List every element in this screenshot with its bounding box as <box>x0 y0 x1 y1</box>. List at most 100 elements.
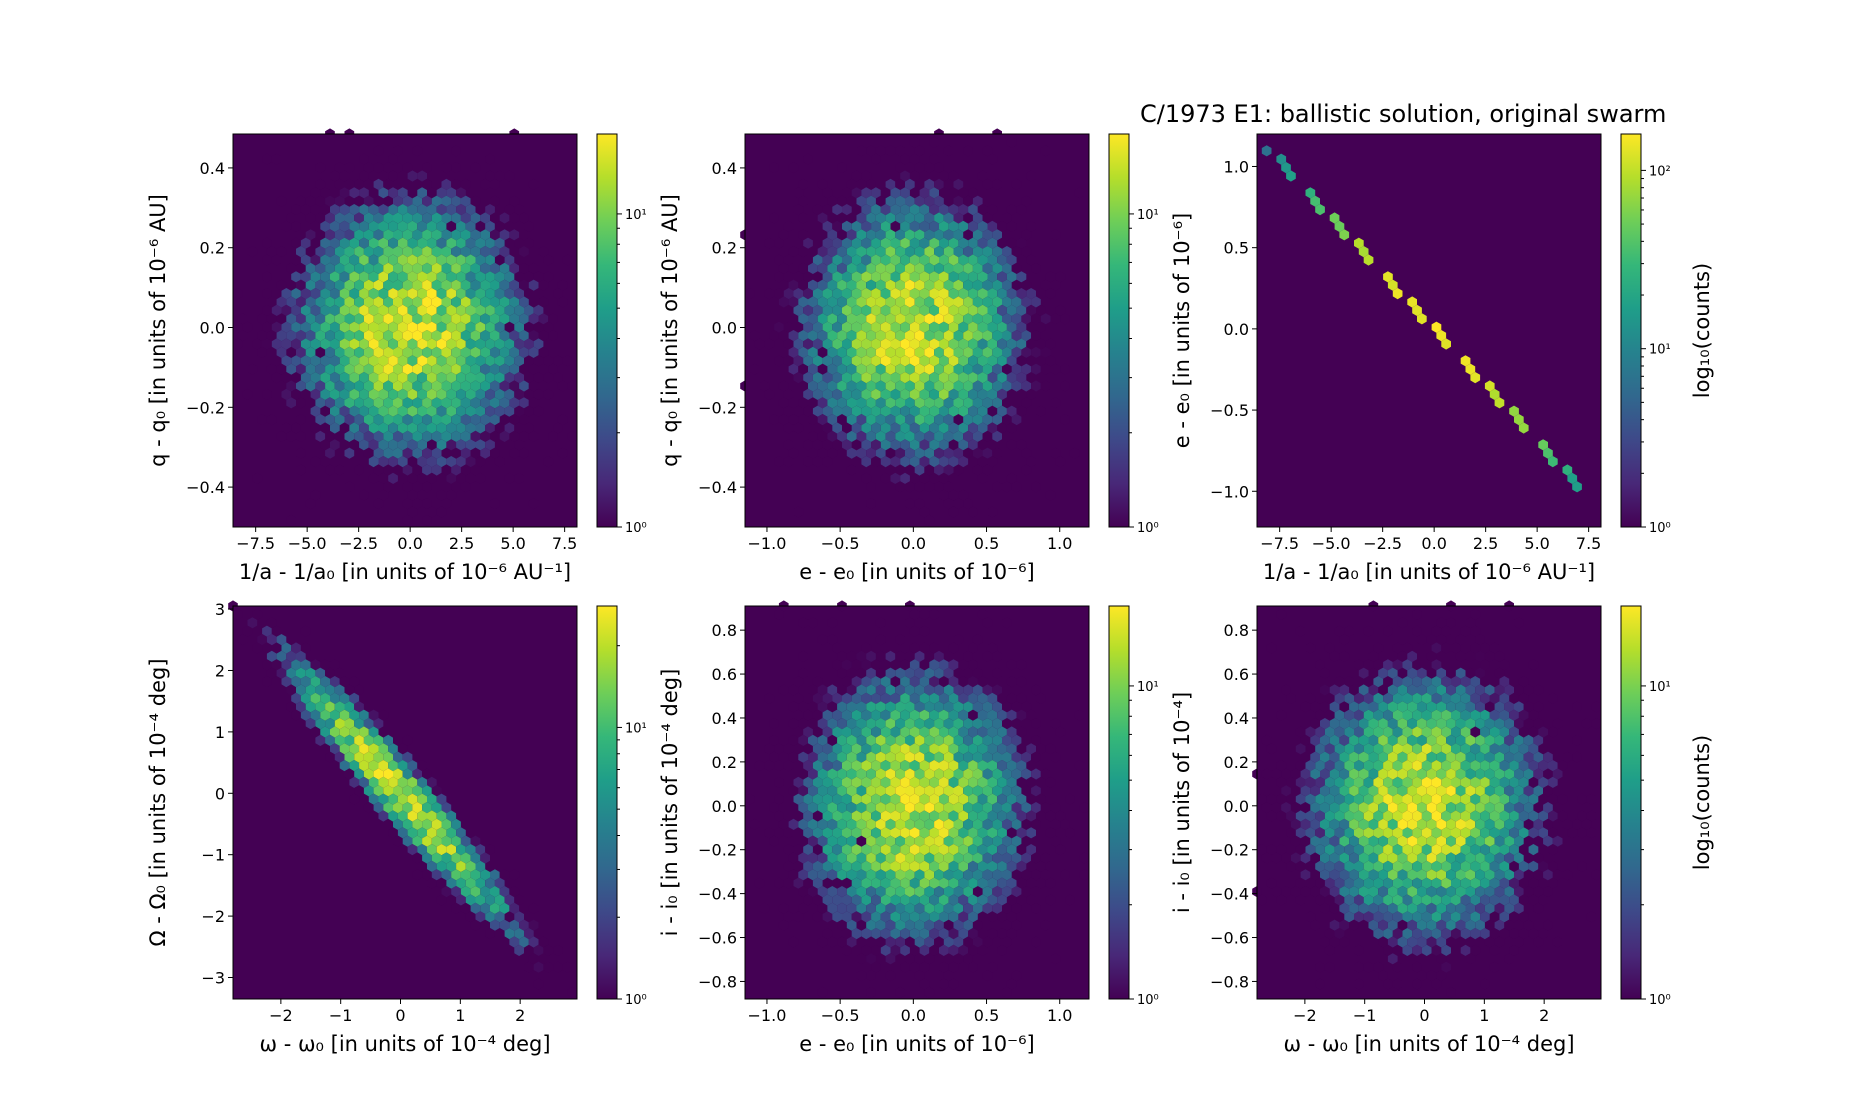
hexbin-cell <box>1016 860 1027 872</box>
hexbin-cell <box>890 692 901 704</box>
hexbin-cell <box>827 330 838 342</box>
hexbin-cell <box>1006 237 1017 249</box>
hexbin-cell <box>378 388 389 400</box>
hexbin-cell <box>1460 928 1471 940</box>
hexbin-cell <box>880 355 891 367</box>
hexbin-cells <box>740 128 1085 526</box>
hexbin-cell <box>470 447 481 459</box>
hexbin-cell <box>1514 818 1524 830</box>
hexbin-cell <box>774 456 784 468</box>
hexbin-cell <box>1499 692 1510 704</box>
hexbin-cell <box>349 187 360 199</box>
hexbin-cell <box>1407 734 1417 746</box>
hexbin-cell <box>1543 785 1553 797</box>
hexbin-cell <box>1465 751 1476 763</box>
hexbin-cell <box>987 726 998 738</box>
hexbin-cell <box>929 220 939 232</box>
hexbin-cell <box>909 659 920 671</box>
hexbin-cell <box>953 936 964 948</box>
hexbin-cell <box>812 793 823 805</box>
hexbin-cell <box>1407 869 1417 881</box>
hexbin-cell <box>334 296 345 308</box>
y-tick-label: 0.0 <box>712 797 737 816</box>
hexbin-cell <box>1572 481 1582 493</box>
hexbin-cell <box>446 489 457 501</box>
hexbin-cell <box>934 936 944 948</box>
hexbin-cell <box>1310 835 1320 847</box>
hexbin-cell <box>1305 692 1316 704</box>
hexbin-cell <box>412 212 423 224</box>
hexbin-cell <box>325 212 335 224</box>
hexbin-cell <box>895 768 905 780</box>
hexbin-cell <box>856 970 867 982</box>
hexbin-cell <box>875 430 886 442</box>
hexbin-cell <box>895 447 905 459</box>
hexbin-cell <box>262 642 272 654</box>
hexbin-cell <box>1426 684 1437 696</box>
hexbin-cell <box>837 852 847 864</box>
hexbin-cell <box>412 346 423 358</box>
hexbin-cell <box>1354 961 1364 973</box>
hexbin-cell <box>363 162 374 174</box>
hexbin-cell <box>880 288 891 300</box>
hexbin-cell <box>1040 852 1051 864</box>
hexbin-cell <box>793 422 804 434</box>
hexbin-cell <box>1002 212 1012 224</box>
hexbin-cell <box>754 338 765 350</box>
hexbin-cell <box>977 220 988 232</box>
hexbin-cell <box>900 659 910 671</box>
hexbin-cell <box>412 380 423 392</box>
hexbin-cell <box>499 246 510 258</box>
hexbin-cell <box>494 237 505 249</box>
hexbin-cell <box>480 330 490 342</box>
hexbin-cell <box>895 178 905 190</box>
hexbin-cell <box>286 262 296 274</box>
hexbin-cell <box>919 743 930 755</box>
y-tick-label: 0.8 <box>712 621 737 640</box>
hexbin-cell <box>514 372 524 384</box>
hexbin-cell <box>519 313 529 325</box>
y-tick-label: 0.4 <box>1224 709 1249 728</box>
hexbin-cell <box>1295 743 1306 755</box>
hexbin-cell <box>861 726 872 738</box>
hexbin-cell <box>1315 877 1325 889</box>
hexbin-cell <box>1417 734 1427 746</box>
hexbin-cell <box>363 178 374 190</box>
hexbin-cell <box>905 617 915 629</box>
hexbin-cell <box>822 372 833 384</box>
hexbin-cell <box>1276 153 1287 165</box>
hexbin-cell <box>837 296 847 308</box>
hexbin-cell <box>349 338 360 350</box>
hexbin-cell <box>914 667 925 679</box>
hexbin-cell <box>359 726 369 738</box>
hexbin-cell <box>851 321 862 333</box>
hexbin-cell <box>412 818 423 830</box>
hexbin-cell <box>402 229 413 241</box>
hexbin-cell <box>992 229 1002 241</box>
hexbin-cell <box>296 650 306 662</box>
hexbin-cell <box>1261 145 1272 157</box>
hexbin-cell <box>1368 701 1379 713</box>
hexbin-cell <box>1552 869 1563 881</box>
hexbin-cell <box>460 262 471 274</box>
hexbin-cell <box>266 667 277 679</box>
hexbin-cell <box>1354 760 1364 772</box>
hexbin-cell <box>1002 886 1012 898</box>
hexbin-cell <box>1426 785 1437 797</box>
hexbin-cell <box>1305 642 1316 654</box>
hexbin-cell <box>851 405 862 417</box>
hexbin-cell <box>871 204 881 216</box>
hexbin-cell <box>412 852 423 864</box>
hexbin-cell <box>1016 659 1027 671</box>
hexbin-cell <box>866 313 876 325</box>
hexbin-cell <box>885 701 896 713</box>
hexbin-cell <box>1036 321 1046 333</box>
hexbin-cell <box>1320 785 1330 797</box>
hexbin-cell <box>812 288 823 300</box>
hexbin-cell <box>953 802 964 814</box>
hexbin-cell <box>1446 684 1456 696</box>
hexbin-cell <box>1324 760 1335 772</box>
hexbin-cell <box>1031 380 1041 392</box>
hexbin-cell <box>557 414 568 426</box>
hexbin-cell <box>519 296 529 308</box>
